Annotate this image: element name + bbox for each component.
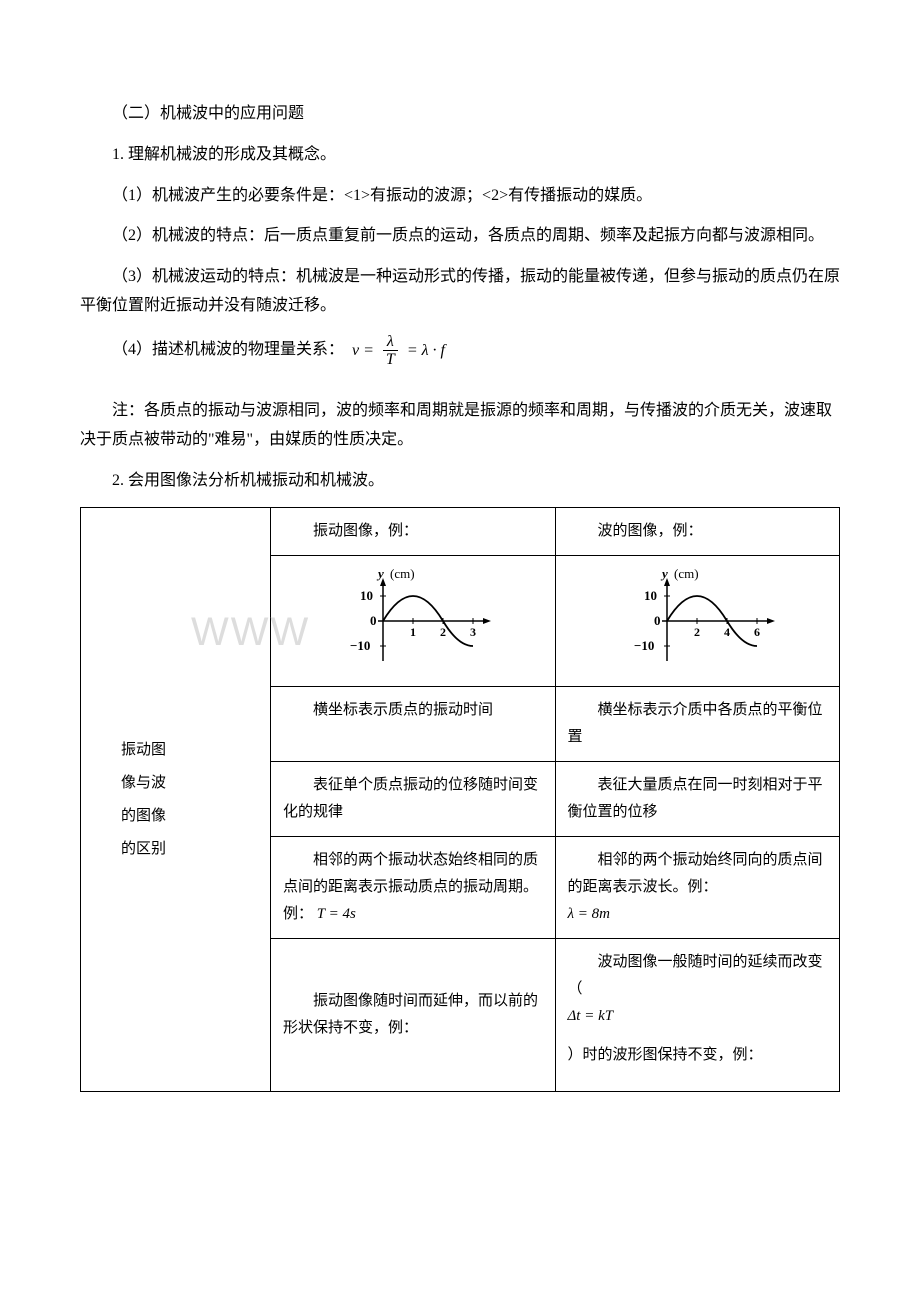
r3c2: 相邻的两个振动始终同向的质点间的距离表示波长。例： λ = 8m	[555, 837, 840, 939]
para-2: （1）机械波产生的必要条件是：<1>有振动的波源；<2>有传播振动的媒质。	[80, 182, 840, 211]
r1c1: 横坐标表示质点的振动时间	[271, 687, 556, 762]
para-1: 1. 理解机械波的形成及其概念。	[80, 141, 840, 170]
graph2-cell: y (cm) 10 0 −10 2 4 6	[555, 556, 840, 687]
equals-2: =	[407, 342, 422, 359]
vibration-graph: y (cm) 10 0 −10 1 2 3	[328, 566, 498, 676]
r2c1-text: 表征单个质点振动的位移随时间变化的规律	[283, 772, 543, 826]
frac-den: T	[382, 351, 399, 369]
r2c1: 表征单个质点振动的位移随时间变化的规律	[271, 762, 556, 837]
r3c1: 相邻的两个振动状态始终相同的质点间的距离表示振动质点的振动周期。例： T = 4…	[271, 837, 556, 939]
comparison-table: 振动图像与波的图像的区别 振动图像，例： 波的图像，例： WWW y (cm) …	[80, 507, 840, 1092]
r4c2-math: Δt = kT	[568, 1008, 614, 1024]
r2c2: 表征大量质点在同一时刻相对于平衡位置的位移	[555, 762, 840, 837]
g1-ymax: 10	[360, 588, 373, 603]
g2-yunit: (cm)	[674, 566, 699, 581]
r4c2-math-line: Δt = kT	[568, 1003, 828, 1030]
r3c2-math: λ = 8m	[568, 906, 610, 922]
formula-lead: （4）描述机械波的物理量关系：	[80, 336, 344, 365]
g1-x2: 2	[440, 625, 446, 639]
r2c2-text: 表征大量质点在同一时刻相对于平衡位置的位移	[568, 772, 828, 826]
side-label-cell: 振动图像与波的图像的区别	[81, 508, 271, 1092]
g1-x3: 3	[470, 625, 476, 639]
r3c2-wrap: 相邻的两个振动始终同向的质点间的距离表示波长。例： λ = 8m	[568, 847, 828, 928]
r4c2: 波动图像一般随时间的延续而改变（ Δt = kT ）时的波形图保持不变，例：	[555, 939, 840, 1092]
equals-1: =	[363, 342, 378, 359]
note: 注：各质点的振动与波源相同，波的频率和周期就是振源的频率和周期，与传播波的介质无…	[80, 397, 840, 455]
r3c2-text: 相邻的两个振动始终同向的质点间的距离表示波长。例：	[568, 852, 823, 895]
wave-graph: y (cm) 10 0 −10 2 4 6	[612, 566, 782, 676]
g2-x3: 6	[754, 625, 760, 639]
r4c1: 振动图像随时间而延伸，而以前的形状保持不变，例：	[271, 939, 556, 1092]
r4c2-wrap: 波动图像一般随时间的延续而改变（	[568, 949, 828, 1003]
para-3: （2）机械波的特点：后一质点重复前一质点的运动，各质点的周期、频率及起振方向都与…	[80, 222, 840, 251]
section-heading: （二）机械波中的应用问题	[80, 100, 840, 129]
formula-lhs: v	[352, 342, 359, 359]
r1c2: 横坐标表示介质中各质点的平衡位置	[555, 687, 840, 762]
col2-header: 波的图像，例：	[555, 508, 840, 556]
formula: v = λ T = λ · f	[352, 333, 445, 369]
formula-line: （4）描述机械波的物理量关系： v = λ T = λ · f	[80, 333, 840, 369]
g1-x1: 1	[410, 625, 416, 639]
g2-ymax: 10	[644, 588, 657, 603]
g2-x1: 2	[694, 625, 700, 639]
para-6: 2. 会用图像法分析机械振动和机械波。	[80, 467, 840, 496]
g1-yunit: (cm)	[390, 566, 415, 581]
r1c2-text: 横坐标表示介质中各质点的平衡位置	[568, 697, 828, 751]
formula-fraction: λ T	[382, 333, 399, 369]
r3c1-math: T = 4s	[317, 906, 356, 922]
r4c2-text-a: 波动图像一般随时间的延续而改变（	[568, 954, 823, 997]
graph1-cell: WWW y (cm) 10 0 −10	[271, 556, 556, 687]
g2-ymin: −10	[634, 638, 654, 653]
g2-xarrow	[767, 618, 775, 624]
g1-xarrow	[483, 618, 491, 624]
g1-ymin: −10	[350, 638, 370, 653]
r4c1-text: 振动图像随时间而延伸，而以前的形状保持不变，例：	[283, 988, 543, 1042]
side-label: 振动图像与波的图像的区别	[121, 734, 258, 866]
col1-header: 振动图像，例：	[271, 508, 556, 556]
formula-rhs: λ · f	[422, 342, 445, 359]
r4c2-text-b: ）时的波形图保持不变，例：	[568, 1042, 828, 1069]
r1c1-text: 横坐标表示质点的振动时间	[283, 697, 543, 724]
frac-num: λ	[383, 333, 398, 352]
g1-yzero: 0	[370, 613, 377, 628]
para-4: （3）机械波运动的特点：机械波是一种运动形式的传播，振动的能量被传递，但参与振动…	[80, 263, 840, 321]
g2-x2: 4	[724, 625, 730, 639]
g2-yzero: 0	[654, 613, 661, 628]
r3c1-wrap: 相邻的两个振动状态始终相同的质点间的距离表示振动质点的振动周期。例： T = 4…	[283, 847, 543, 928]
